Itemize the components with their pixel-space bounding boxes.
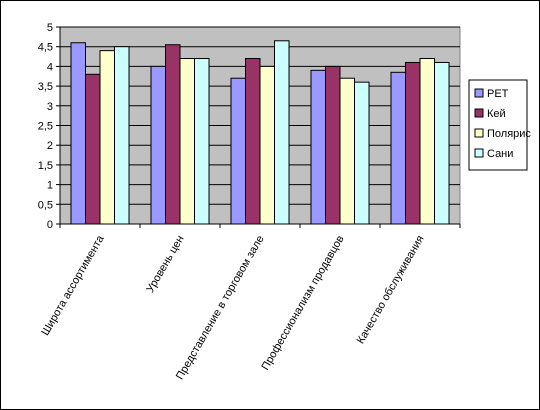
y-tick-label: 0 bbox=[47, 219, 53, 231]
bar bbox=[339, 77, 355, 225]
legend-label: РЕТ bbox=[487, 88, 509, 100]
category-label: Представление в торговом зале bbox=[174, 234, 267, 382]
bar bbox=[230, 77, 246, 225]
bar bbox=[194, 58, 210, 225]
y-tick-label: 3,5 bbox=[38, 81, 53, 93]
y-tick-label: 1,5 bbox=[38, 160, 53, 172]
bar bbox=[434, 61, 450, 225]
category-label: Качество обслуживания bbox=[355, 233, 427, 345]
category-label: Профессионализм продавцов bbox=[259, 233, 346, 372]
legend-swatch bbox=[474, 128, 484, 138]
bar bbox=[259, 65, 275, 225]
x-axis-ticks bbox=[59, 224, 461, 228]
bar bbox=[405, 61, 421, 225]
legend-swatch bbox=[474, 108, 484, 118]
bar bbox=[150, 65, 166, 225]
bar bbox=[165, 44, 181, 225]
bars bbox=[70, 40, 450, 225]
y-tick-label: 1 bbox=[47, 180, 53, 192]
category-labels: Широта ассортимента Уровень ценПредставле… bbox=[39, 233, 426, 382]
y-tick-label: 4 bbox=[47, 61, 53, 73]
bar bbox=[179, 58, 195, 225]
legend-label: Сани bbox=[487, 148, 513, 160]
y-axis-ticks: 0 0,5 1 1,5 2 2,5 3 3,5 4 4,5 5 bbox=[38, 22, 60, 231]
legend-swatch bbox=[474, 148, 484, 158]
legend-label: Кей bbox=[487, 108, 506, 120]
bar bbox=[274, 40, 290, 225]
legend-swatch bbox=[474, 88, 484, 98]
bar bbox=[325, 65, 341, 225]
bar bbox=[419, 58, 435, 225]
bar bbox=[390, 71, 406, 225]
bar bbox=[114, 46, 130, 225]
bar bbox=[245, 58, 261, 225]
bar bbox=[85, 73, 101, 225]
category-label: Уровень цен bbox=[144, 234, 186, 295]
y-tick-label: 2,5 bbox=[38, 121, 53, 133]
bar bbox=[99, 50, 115, 225]
legend: РЕТ Кей Полярис Сани bbox=[468, 79, 531, 171]
legend-label: Полярис bbox=[487, 128, 531, 140]
bar bbox=[310, 69, 326, 225]
category-label: Широта ассортимента bbox=[39, 233, 107, 338]
y-tick-label: 0,5 bbox=[38, 199, 53, 211]
bar bbox=[70, 42, 86, 225]
y-tick-label: 4,5 bbox=[38, 42, 53, 54]
y-tick-label: 3 bbox=[47, 101, 53, 113]
bar bbox=[354, 81, 370, 225]
y-tick-label: 2 bbox=[47, 140, 53, 152]
y-tick-label: 5 bbox=[47, 22, 53, 34]
